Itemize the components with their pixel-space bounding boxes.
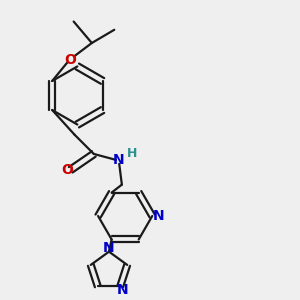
Text: O: O <box>64 52 76 67</box>
Text: H: H <box>127 147 138 161</box>
Text: N: N <box>113 153 124 167</box>
Text: N: N <box>103 241 115 255</box>
Text: O: O <box>61 163 73 177</box>
Text: N: N <box>117 283 129 297</box>
Text: N: N <box>152 209 164 223</box>
